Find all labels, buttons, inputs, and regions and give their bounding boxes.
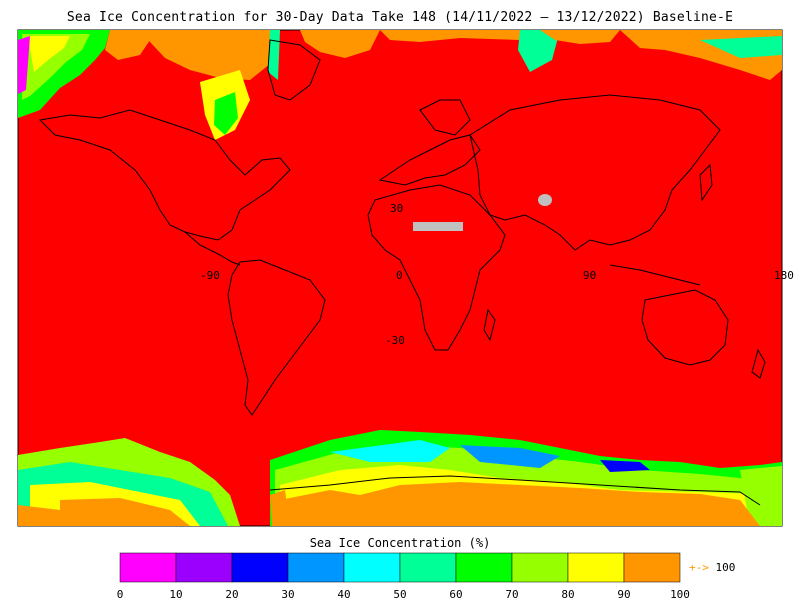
colorbar-title: Sea Ice Concentration (%)	[309, 536, 491, 550]
colorbar-tick-label: 50	[393, 588, 406, 600]
colorbar-segment	[455, 552, 513, 583]
colorbar-tick-label: 20	[225, 588, 238, 600]
overflow-value: 100	[715, 561, 736, 574]
coastlines	[38, 39, 766, 506]
colorbar-segment	[175, 552, 233, 583]
antarctic-ice-region	[18, 430, 782, 526]
colorbar-overflow-label: +-> 100	[689, 561, 735, 574]
lon-label-90: 90	[583, 269, 596, 282]
colorbar-segment	[399, 552, 457, 583]
arctic-ice-region	[18, 30, 782, 140]
lon-label-neg90: -90	[200, 269, 220, 282]
no-data-patch-sahara	[413, 222, 463, 231]
lon-label-180: 180	[774, 269, 794, 282]
colorbar-tick-label: 70	[505, 588, 518, 600]
lat-label-neg30: -30	[385, 334, 405, 347]
colorbar-segment	[287, 552, 345, 583]
colorbar-tick-label: 10	[169, 588, 182, 600]
colorbar-tick-label: 90	[617, 588, 630, 600]
colorbar-segment	[119, 552, 177, 583]
colorbar-segment	[511, 552, 569, 583]
colorbar-tick-label: 30	[281, 588, 294, 600]
colorbar-tick-label: 0	[117, 588, 124, 600]
colorbar-segment	[567, 552, 625, 583]
colorbar-segment	[623, 552, 681, 583]
lat-label-0: 0	[396, 269, 403, 282]
colorbar-tick-label: 60	[449, 588, 462, 600]
colorbar: 0 10 20 30 40 50 60 70 80 90 100	[117, 552, 690, 600]
map-title: Sea Ice Concentration for 30-Day Data Ta…	[66, 10, 734, 25]
no-data-patch-tibet	[538, 194, 552, 206]
colorbar-tick-label: 80	[561, 588, 574, 600]
colorbar-tick-label: 100	[670, 588, 690, 600]
colorbar-tick-label: 40	[337, 588, 350, 600]
colorbar-segment	[343, 552, 401, 583]
lat-label-30: 30	[390, 202, 403, 215]
overflow-arrow: +->	[689, 561, 709, 574]
colorbar-segment	[231, 552, 289, 583]
